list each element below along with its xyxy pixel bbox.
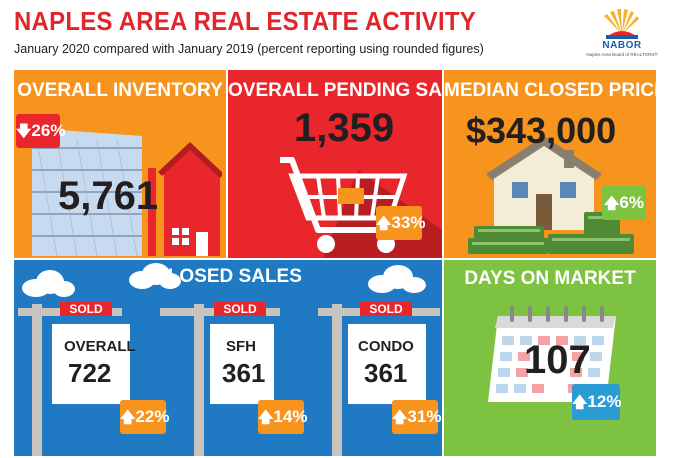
up-arrow-icon: 🡅 bbox=[572, 394, 588, 411]
house-money-icon bbox=[468, 136, 634, 254]
closed-sales-panel: CLOSED SALES SOLD OVERALL 722 🡅22% SOLD … bbox=[14, 260, 442, 456]
sold-tag: SOLD bbox=[60, 302, 112, 316]
sold-sign-card bbox=[348, 324, 426, 404]
sign-post bbox=[332, 304, 342, 456]
overall-inventory-value: 5,761 bbox=[58, 174, 159, 218]
closed-condo-change-badge: 🡅31% bbox=[392, 400, 441, 434]
sign-value-sfh: 361 bbox=[222, 358, 266, 388]
days-on-market-panel: DAYS ON MARKET 107 🡅12% bbox=[444, 260, 656, 456]
up-arrow-icon: 🡅 bbox=[120, 409, 136, 426]
median-closed-price-change-badge: 🡅6% bbox=[602, 186, 646, 220]
days-on-market-value: 107 bbox=[524, 338, 591, 382]
closed-sfh-change-badge: 🡅14% bbox=[258, 400, 307, 434]
cloud-icon bbox=[368, 265, 426, 293]
sold-tag: SOLD bbox=[214, 302, 266, 316]
up-arrow-icon: 🡅 bbox=[604, 195, 620, 212]
sign-label-overall: OVERALL bbox=[64, 338, 136, 355]
up-arrow-icon: 🡅 bbox=[258, 409, 274, 426]
page-title: NAPLES AREA REAL ESTATE ACTIVITY bbox=[14, 6, 477, 36]
logo-text: NABOR bbox=[602, 40, 642, 51]
sign-value-overall: 722 bbox=[68, 358, 112, 388]
days-on-market-title: DAYS ON MARKET bbox=[464, 268, 636, 289]
sold-tag: SOLD bbox=[360, 302, 412, 316]
overall-inventory-change-badge: 🡇26% bbox=[16, 114, 65, 148]
median-closed-price-panel: MEDIAN CLOSED PRICE $343,000 🡅6% bbox=[444, 70, 656, 258]
cloud-icon bbox=[129, 263, 181, 289]
overall-pending-sales-title: OVERALL PENDING SALES bbox=[228, 80, 442, 101]
house-icon bbox=[32, 128, 222, 256]
sign-post bbox=[194, 304, 204, 456]
median-closed-price-value: $343,000 bbox=[466, 110, 617, 151]
up-arrow-icon: 🡅 bbox=[392, 409, 408, 426]
overall-inventory-title: OVERALL INVENTORY bbox=[17, 80, 223, 101]
cloud-icon bbox=[22, 270, 75, 297]
median-closed-price-title: MEDIAN CLOSED PRICE bbox=[444, 80, 656, 101]
sold-sign-card bbox=[210, 324, 274, 404]
up-arrow-icon: 🡅 bbox=[376, 215, 392, 232]
closed-overall-change-badge: 🡅22% bbox=[120, 400, 169, 434]
sign-value-condo: 361 bbox=[364, 358, 408, 388]
overall-inventory-panel: OVERALL INVENTORY 5,761 🡇26% bbox=[14, 70, 226, 258]
sign-label-sfh: SFH bbox=[226, 338, 256, 355]
overall-pending-sales-change-badge: 🡅33% bbox=[376, 206, 425, 240]
days-on-market-change-badge: 🡅12% bbox=[572, 384, 621, 420]
sign-post bbox=[32, 304, 42, 456]
logo-subtext: Naples Area Board of REALTORS® bbox=[586, 52, 658, 57]
closed-sales-title: CLOSED SALES bbox=[154, 266, 302, 287]
down-arrow-icon: 🡇 bbox=[16, 123, 32, 140]
overall-pending-sales-panel: OVERALL PENDING SALES 1,359 🡅33% bbox=[228, 70, 442, 258]
sun-logo-icon bbox=[604, 9, 639, 39]
overall-pending-sales-value: 1,359 bbox=[294, 106, 395, 150]
calendar-icon bbox=[488, 306, 616, 402]
sold-sign-card bbox=[52, 324, 130, 404]
page-subtitle: January 2020 compared with January 2019 … bbox=[14, 42, 484, 56]
sign-label-condo: CONDO bbox=[358, 338, 414, 355]
